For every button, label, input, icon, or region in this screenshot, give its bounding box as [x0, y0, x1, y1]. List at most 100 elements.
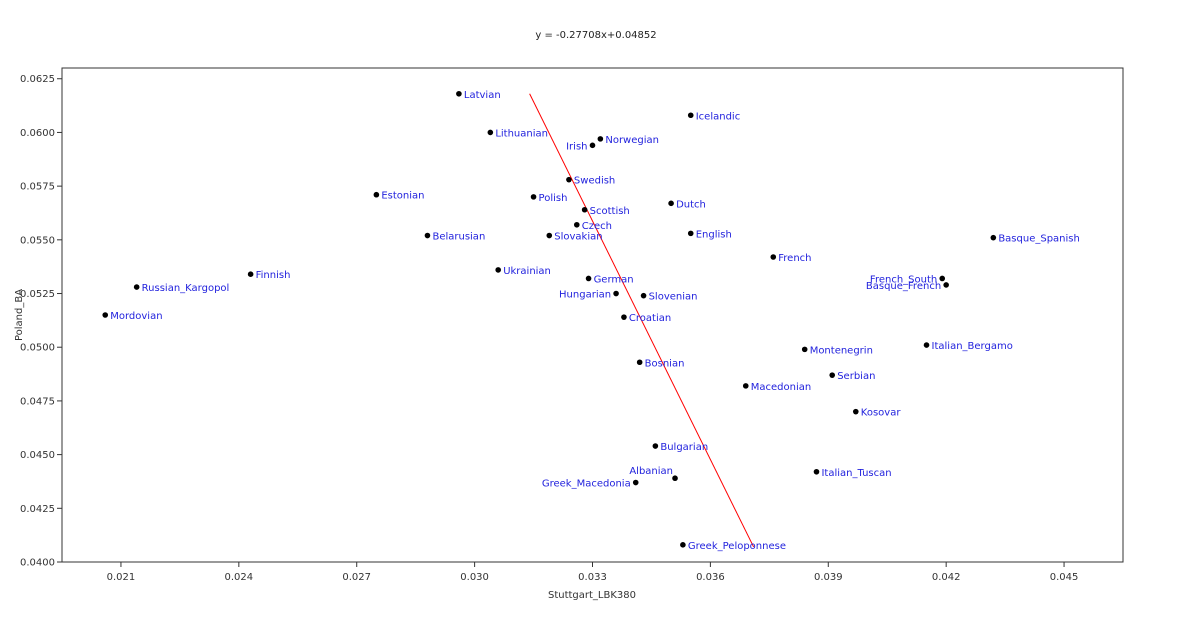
point-label: Irish	[566, 141, 587, 152]
point-label: Bosnian	[645, 358, 685, 369]
y-tick-label: 0.0550	[20, 235, 55, 246]
data-point	[632, 479, 639, 486]
data-point	[852, 408, 859, 415]
x-tick-label: 0.027	[342, 572, 371, 583]
data-point	[487, 129, 494, 136]
x-tick-label: 0.045	[1050, 572, 1079, 583]
y-tick-label: 0.0450	[20, 450, 55, 461]
data-point	[573, 221, 580, 228]
x-tick-label: 0.030	[460, 572, 489, 583]
data-point	[923, 342, 930, 348]
y-tick-label: 0.0525	[20, 289, 55, 300]
point-label: Montenegrin	[810, 345, 873, 356]
point-label: Icelandic	[696, 111, 740, 122]
trend-line	[529, 93, 755, 548]
y-tick-label: 0.0575	[20, 182, 55, 193]
data-point	[585, 275, 592, 282]
y-tick-label: 0.0425	[20, 504, 55, 515]
data-point	[581, 206, 588, 213]
data-point	[801, 346, 808, 353]
data-point	[668, 200, 674, 207]
point-label: Bulgarian	[660, 442, 708, 453]
point-label: Kosovar	[861, 408, 902, 419]
point-label: Polish	[539, 193, 568, 204]
y-axis-title: Poland_BA	[14, 289, 25, 341]
point-label: German	[594, 274, 634, 285]
x-tick-label: 0.042	[932, 572, 961, 583]
y-tick-label: 0.0600	[20, 128, 55, 139]
point-label: Greek_Macedonia	[542, 479, 631, 490]
x-tick-label: 0.033	[578, 572, 607, 583]
point-label: Italian_Tuscan	[821, 468, 891, 479]
data-point	[495, 267, 501, 273]
point-label: Finnish	[256, 270, 291, 281]
data-point	[829, 372, 836, 378]
data-points: Latvian Lithuanian Icelandic Irish Norwegian…	[102, 90, 1080, 552]
x-axis: 0.021 0.024 0.027 0.030 0.033 0.036 0.039 0.042…	[107, 562, 1079, 583]
x-tick-label: 0.021	[107, 572, 136, 583]
point-label: Albanian	[629, 466, 673, 477]
data-point	[636, 359, 643, 366]
point-label: Scottish	[590, 206, 630, 217]
y-axis: 0.0400 0.0425 0.0450 0.0475 0.0500 0.0525 0.05…	[20, 74, 62, 569]
point-label: Italian_Bergamo	[932, 341, 1013, 352]
point-label: Russian_Kargopol	[142, 283, 230, 294]
y-tick-label: 0.0475	[20, 396, 55, 407]
plot-area	[61, 67, 1124, 563]
data-point	[597, 136, 604, 142]
point-label: Hungarian	[559, 290, 611, 301]
data-point	[546, 232, 553, 239]
data-point	[813, 468, 820, 475]
point-label: Basque_French	[866, 281, 941, 292]
y-tick-label: 0.0400	[20, 558, 55, 569]
data-point	[939, 275, 946, 282]
point-label: English	[696, 229, 732, 240]
point-label: Croatian	[629, 313, 671, 324]
data-point	[613, 290, 619, 297]
point-label: Greek_Peloponnese	[688, 541, 786, 552]
data-point	[247, 271, 254, 277]
data-point	[652, 443, 659, 449]
point-label: Czech	[582, 221, 612, 232]
data-point	[424, 232, 431, 239]
point-label: Slovenian	[649, 292, 698, 303]
point-label: French_South	[870, 274, 937, 285]
data-point	[456, 90, 462, 97]
data-point	[566, 176, 572, 183]
point-label: French	[778, 253, 811, 264]
x-tick-label: 0.024	[225, 572, 254, 583]
point-label: Swedish	[574, 176, 615, 187]
data-point	[672, 475, 678, 482]
y-tick-label: 0.0500	[20, 343, 55, 354]
chart-title: y = -0.27708x+0.04852	[535, 30, 656, 41]
data-point	[742, 383, 749, 389]
data-point	[687, 230, 694, 237]
x-axis-title: Stuttgart_LBK380	[548, 590, 636, 601]
data-point	[530, 194, 537, 200]
y-tick-label: 0.0625	[20, 74, 55, 85]
data-point	[687, 112, 694, 119]
point-label: Basque_Spanish	[998, 234, 1080, 245]
point-label: Belarusian	[432, 232, 485, 243]
data-point	[102, 312, 109, 318]
data-point	[640, 292, 647, 299]
data-point	[621, 314, 627, 320]
point-label: Estonian	[381, 191, 424, 202]
point-label: Lithuanian	[495, 128, 548, 139]
point-label: Ukrainian	[503, 266, 551, 277]
point-label: Macedonian	[751, 382, 811, 393]
x-tick-label: 0.036	[696, 572, 725, 583]
point-label: Serbian	[837, 371, 875, 382]
point-label: Latvian	[464, 90, 501, 101]
point-label: Mordovian	[110, 311, 162, 322]
data-point	[680, 542, 686, 548]
data-point	[373, 191, 380, 198]
data-point	[990, 234, 997, 241]
point-label: Slovakian	[554, 232, 602, 243]
data-point	[770, 254, 777, 260]
point-label: Norwegian	[605, 135, 659, 146]
data-point	[943, 282, 949, 288]
x-tick-label: 0.039	[814, 572, 843, 583]
data-point	[133, 284, 140, 290]
